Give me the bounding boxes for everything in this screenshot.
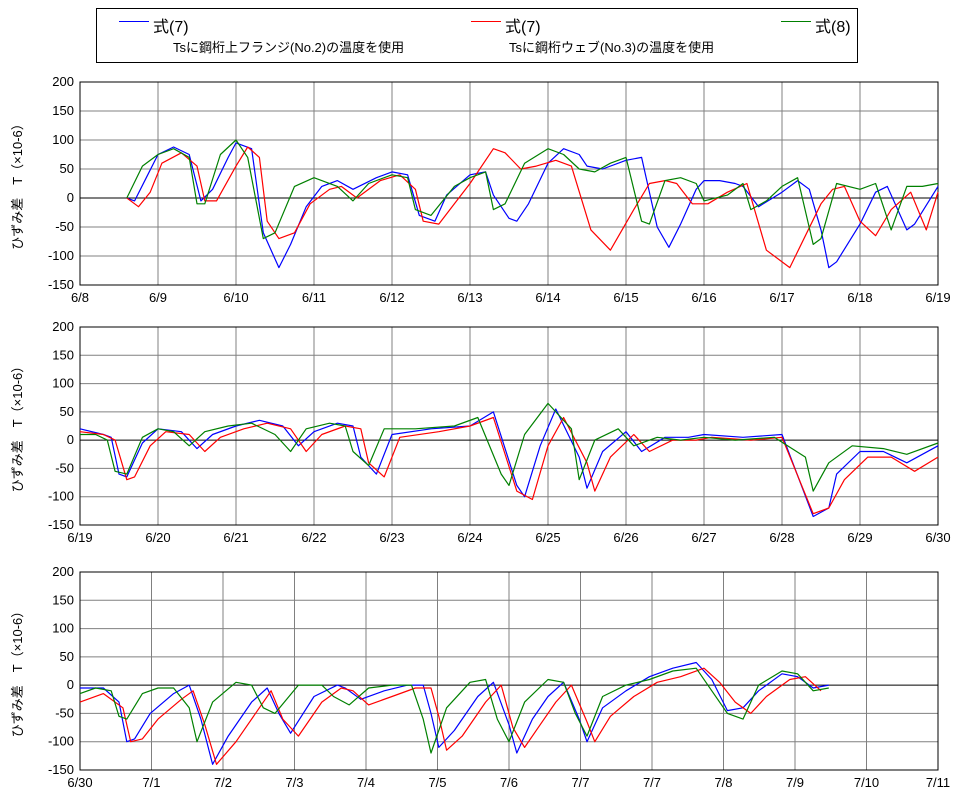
legend-label-web: 式(7) [505, 19, 541, 36]
x-tick-label: 6/21 [223, 530, 248, 545]
x-tick-label: 7/3 [285, 775, 303, 790]
series-line-flange [79, 408, 939, 518]
x-tick-label: 7/8 [714, 775, 732, 790]
y-tick-label: -50 [55, 460, 74, 475]
y-tick-label: 50 [60, 404, 74, 419]
x-tick-label: 6/12 [379, 290, 404, 305]
y-tick-label: 0 [67, 677, 74, 692]
x-tick-label: 7/5 [428, 775, 446, 790]
legend-note-flange: Tsに鋼桁上フランジ(No.2)の温度を使用 [173, 40, 405, 55]
series-line-web [126, 146, 939, 269]
y-tick-label: -100 [48, 734, 74, 749]
y-tick-label: 100 [52, 376, 74, 391]
x-tick-label: 7/9 [786, 775, 804, 790]
series-line-flange [126, 142, 939, 269]
x-tick-label: 6/19 [67, 530, 92, 545]
y-tick-label: 50 [60, 649, 74, 664]
y-tick-label: -150 [48, 517, 74, 532]
y-tick-label: 200 [52, 564, 74, 579]
x-tick-label: 6/20 [145, 530, 170, 545]
x-tick-label: 7/6 [500, 775, 518, 790]
x-tick-label: 6/22 [301, 530, 326, 545]
legend-line-eq8 [781, 21, 811, 22]
x-tick-label: 6/16 [691, 290, 716, 305]
x-tick-label: 7/4 [357, 775, 375, 790]
series-line-eq8 [126, 139, 939, 245]
x-tick-label: 6/24 [457, 530, 482, 545]
x-tick-label: 6/30 [67, 775, 92, 790]
y-tick-label: 50 [60, 161, 74, 176]
y-tick-label: -150 [48, 762, 74, 777]
plot-area-2 [80, 327, 938, 525]
series-line-web [79, 416, 939, 515]
series-line-eq8 [79, 667, 829, 754]
x-tick-label: 6/18 [847, 290, 872, 305]
x-tick-label: 7/10 [854, 775, 879, 790]
x-tick-label: 6/27 [691, 530, 716, 545]
x-tick-label: 6/30 [925, 530, 950, 545]
y-tick-label: 150 [52, 103, 74, 118]
x-tick-label: 7/7 [643, 775, 661, 790]
x-tick-label: 6/23 [379, 530, 404, 545]
x-tick-label: 7/2 [214, 775, 232, 790]
series-line-web [79, 667, 822, 765]
y-tick-label: -50 [55, 705, 74, 720]
x-tick-label: 6/9 [149, 290, 167, 305]
y-tick-label: 200 [52, 319, 74, 334]
legend-label-flange: 式(7) [153, 19, 189, 36]
y-tick-label: -100 [48, 248, 74, 263]
y-tick-label: 100 [52, 621, 74, 636]
x-tick-label: 6/14 [535, 290, 560, 305]
y-axis-label: ひずみ差 T（×10-6） [10, 360, 25, 493]
x-tick-label: 6/11 [302, 290, 326, 305]
x-tick-label: 7/7 [571, 775, 589, 790]
series-line-eq8 [80, 402, 939, 492]
series-line-flange [80, 661, 829, 765]
x-tick-label: 6/13 [457, 290, 482, 305]
x-tick-label: 6/29 [847, 530, 872, 545]
legend-line-web [471, 21, 501, 22]
x-tick-label: 6/10 [223, 290, 248, 305]
y-tick-label: -150 [48, 277, 74, 292]
y-axis-label: ひずみ差 T（×10-6） [10, 117, 25, 250]
x-tick-label: 6/25 [535, 530, 560, 545]
x-tick-label: 7/11 [926, 775, 950, 790]
y-tick-label: 200 [52, 74, 74, 89]
y-tick-label: 150 [52, 592, 74, 607]
y-tick-label: 150 [52, 347, 74, 362]
x-tick-label: 7/1 [142, 775, 160, 790]
y-tick-label: -50 [55, 219, 74, 234]
y-axis-label: ひずみ差 T（×10-6） [10, 605, 25, 738]
legend-label-eq8: 式(8) [815, 19, 851, 36]
y-tick-label: 0 [67, 432, 74, 447]
y-tick-label: -100 [48, 489, 74, 504]
y-tick-label: 100 [52, 132, 74, 147]
legend-line-flange [119, 21, 149, 22]
y-tick-label: 0 [67, 190, 74, 205]
chart-legend: 式(7) Tsに鋼桁上フランジ(No.2)の温度を使用 式(7) Tsに鋼桁ウェ… [96, 8, 858, 63]
plot-area-1 [80, 82, 938, 285]
plot-frame-2 [79, 326, 939, 526]
x-tick-label: 6/15 [613, 290, 638, 305]
x-tick-label: 6/17 [769, 290, 794, 305]
x-tick-label: 6/8 [71, 290, 89, 305]
plot-frame-3 [79, 571, 939, 771]
x-tick-label: 6/19 [925, 290, 950, 305]
x-tick-label: 6/28 [769, 530, 794, 545]
x-tick-label: 6/26 [613, 530, 638, 545]
legend-note-web: Tsに鋼桁ウェブ(No.3)の温度を使用 [509, 40, 715, 55]
